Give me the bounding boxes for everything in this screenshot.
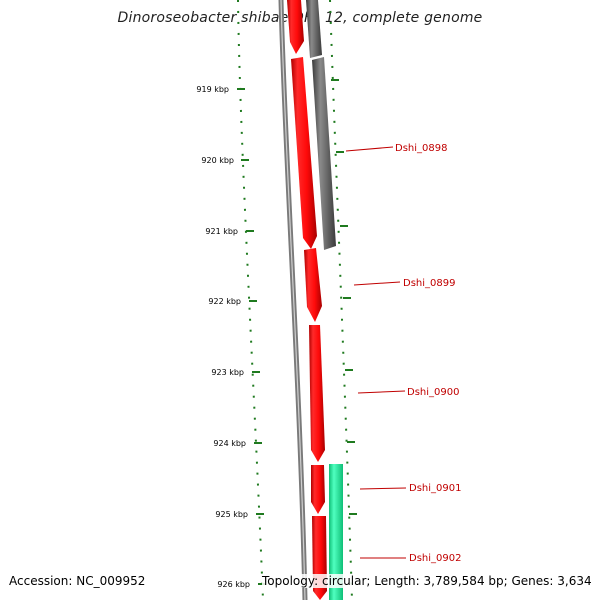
label-leaders	[345, 146, 407, 559]
genome-backbone-highlight	[280, 0, 306, 600]
ruler-label-920: 920 kbp	[201, 156, 234, 165]
accession-text: Accession: NC_009952	[9, 574, 146, 588]
gene-label-dshi-0900[interactable]: Dshi_0900	[407, 387, 459, 398]
ruler-label-922: 922 kbp	[208, 297, 241, 306]
cds-feature-dshi-0898[interactable]	[291, 57, 317, 249]
cds-feature-dshi-0900[interactable]	[309, 325, 325, 462]
ruler-label-923: 923 kbp	[211, 368, 244, 377]
gene-label-dshi-0901[interactable]: Dshi_0901	[409, 483, 461, 494]
ruler-labels: 919 kbp 920 kbp 921 kbp 922 kbp 923 kbp …	[196, 85, 250, 589]
gray-feature[interactable]	[306, 0, 336, 250]
gene-label-dshi-0902[interactable]: Dshi_0902	[409, 553, 461, 564]
ruler-label-921: 921 kbp	[205, 227, 238, 236]
cds-feature-dshi-0901[interactable]	[311, 465, 325, 514]
ruler-label-919: 919 kbp	[196, 85, 229, 94]
ruler-label-926: 926 kbp	[217, 580, 250, 589]
gene-label-dshi-0899[interactable]: Dshi_0899	[403, 278, 455, 289]
ruler-dots	[237, 0, 353, 600]
cds-feature-top[interactable]	[287, 0, 304, 54]
genome-info-text: Topology: circular; Length: 3,789,584 bp…	[262, 574, 592, 588]
ruler-ticks	[237, 79, 357, 585]
green-feature[interactable]	[329, 464, 343, 600]
gene-labels: Dshi_0898 Dshi_0899 Dshi_0900 Dshi_0901 …	[395, 143, 461, 564]
gene-label-dshi-0898[interactable]: Dshi_0898	[395, 143, 447, 154]
ruler-label-925: 925 kbp	[215, 510, 248, 519]
cds-feature-dshi-0899[interactable]	[304, 248, 322, 322]
ruler-label-924: 924 kbp	[213, 439, 246, 448]
